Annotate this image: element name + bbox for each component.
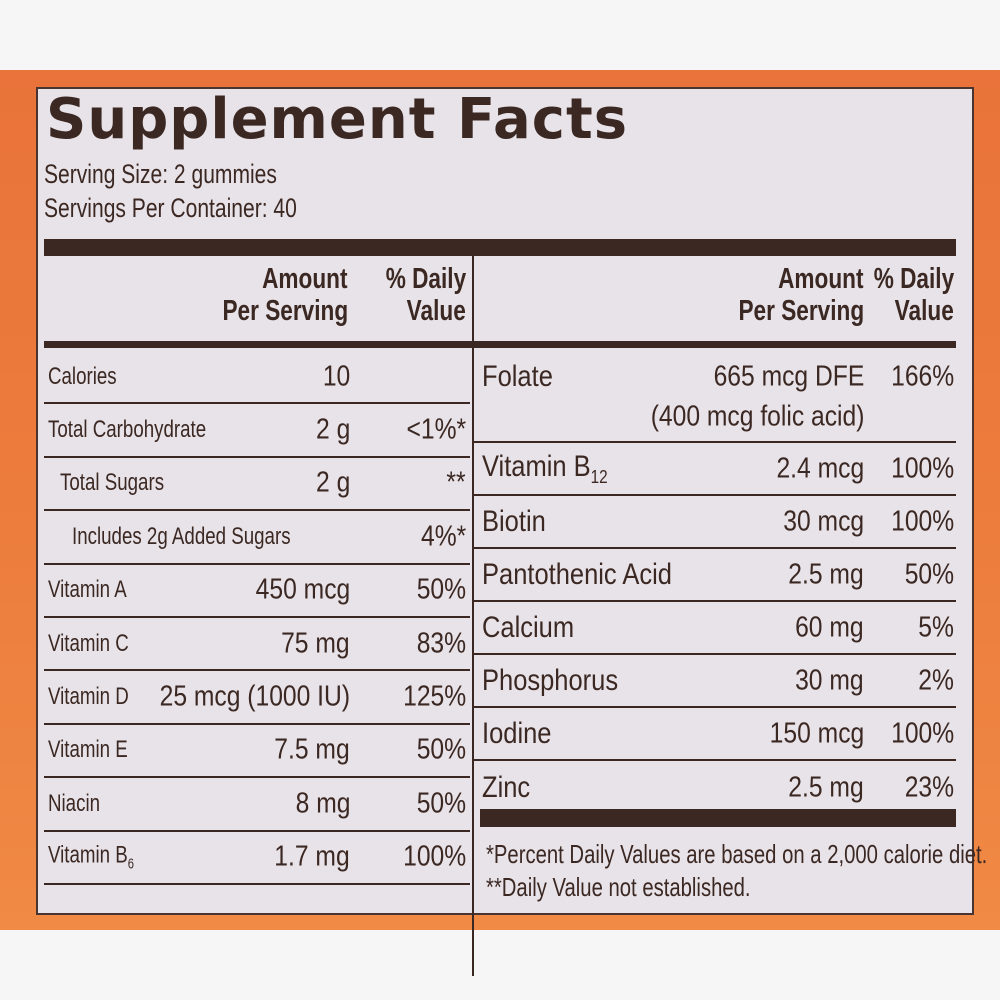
nutrient-daily-value: 100% [890, 717, 954, 749]
nutrient-name: Pantothenic Acid [482, 557, 672, 591]
subscript: 12 [590, 466, 608, 487]
nutrient-daily-value: 5% [918, 611, 954, 643]
nutrient-amount: 2.5 mg [788, 558, 864, 590]
footnote-text: **Daily Value not established. [486, 872, 751, 902]
nutrient-amount-detail: (400 mcg folic acid) [650, 400, 864, 433]
nutrient-amount: 2 g [315, 466, 350, 499]
nutrient-daily-value: 50% [416, 573, 466, 606]
nutrient-row: Pantothenic Acid 2.5 mg 50% [474, 549, 956, 602]
nutrient-row: Phosphorus 30 mg 2% [474, 655, 956, 708]
right-dv-header: % Daily Value [851, 263, 954, 327]
nutrient-row: Calcium 60 mg 5% [474, 602, 956, 655]
header-text: % Daily [385, 263, 466, 295]
nutrient-daily-value: 125% [402, 680, 466, 713]
nutrient-amount: 1.7 mg [274, 840, 350, 873]
nutrient-amount: 2.4 mcg [776, 452, 864, 484]
nutrient-daily-value: 83% [416, 627, 466, 660]
nutrient-amount: 150 mcg [769, 717, 864, 749]
nutrient-daily-value: 100% [890, 505, 954, 537]
nutrient-daily-value: 50% [416, 733, 466, 766]
serving-size-text: Serving Size: 2 gummies [44, 159, 277, 189]
nutrient-row: Total Carbohydrate 2 g <1%* [44, 404, 470, 458]
nutrient-row: Vitamin D 25 mcg (1000 IU) 125% [44, 671, 470, 725]
header-text: % Daily [873, 263, 954, 295]
nutrient-daily-value: 100% [890, 452, 954, 484]
nutrient-row: Includes 2g Added Sugars 4%* [44, 511, 470, 565]
servings-per-container: Servings Per Container: 40 [44, 193, 368, 224]
nutrient-daily-value: 50% [416, 787, 466, 820]
column-divider [472, 256, 474, 976]
footnote-divider [480, 809, 956, 827]
nutrient-name: Vitamin C [48, 629, 129, 657]
servings-per-container-text: Servings Per Container: 40 [44, 193, 297, 223]
nutrient-row: Vitamin E 7.5 mg 50% [44, 725, 470, 779]
nutrient-amount: 60 mg [795, 611, 864, 643]
panel-title: Supplement Facts [46, 87, 629, 152]
nutrient-row: Zinc 2.5 mg 23% [474, 761, 956, 814]
nutrient-name: Vitamin B12 [482, 449, 608, 487]
nutrient-name: Iodine [482, 716, 552, 750]
nutrient-name: Phosphorus [482, 663, 619, 697]
nutrient-row: Folate 665 mcg DFE 166% (400 mcg folic acid… [474, 351, 956, 443]
header-text: Value [894, 295, 954, 327]
nutrient-name: Includes 2g Added Sugars [72, 522, 291, 550]
nutrient-daily-value: 50% [904, 558, 954, 590]
footnote-1: *Percent Daily Values are based on a 2,0… [486, 839, 1000, 870]
nutrient-daily-value: 23% [904, 771, 954, 803]
nutrient-row: Total Sugars 2 g ** [44, 458, 470, 512]
nutrient-daily-value: 2% [918, 664, 954, 696]
nutrient-row: Vitamin B12 2.4 mcg 100% [474, 443, 956, 496]
nutrient-name: Total Carbohydrate [48, 416, 207, 444]
nutrient-row: Biotin 30 mcg 100% [474, 496, 956, 549]
thick-divider [44, 239, 956, 256]
left-amount-header: Amount Per Serving [187, 263, 348, 327]
nutrient-amount: 2 g [315, 413, 350, 446]
nutrient-row: Iodine 150 mcg 100% [474, 708, 956, 761]
footnote-2: **Daily Value not established. [486, 872, 825, 903]
nutrient-name: Niacin [48, 789, 101, 817]
subscript: 6 [127, 856, 135, 873]
nutrient-name: Biotin [482, 504, 546, 538]
header-text: Per Serving [738, 295, 864, 327]
nutrient-amount: 10 [322, 360, 350, 393]
nutrient-daily-value: 4%* [420, 520, 466, 553]
footnote-text: *Percent Daily Values are based on a 2,0… [486, 839, 988, 869]
nutrient-amount: 30 mcg [783, 505, 864, 537]
nutrient-row: Niacin 8 mg 50% [44, 778, 470, 832]
nutrient-row: Vitamin C 75 mg 83% [44, 618, 470, 672]
nutrient-name: Calcium [482, 610, 575, 644]
nutrient-row: Calories 10 [44, 351, 470, 405]
nutrient-row: Vitamin B6 1.7 mg 100% [44, 832, 470, 885]
supplement-facts-panel: Supplement Facts Serving Size: 2 gummies… [36, 87, 987, 976]
nutrient-daily-value: ** [446, 466, 466, 499]
right-amount-header: Amount Per Serving [703, 263, 864, 327]
header-divider [44, 341, 956, 348]
nutrient-amount: 665 mcg DFE [713, 360, 864, 393]
nutrient-amount: 8 mg [295, 787, 350, 820]
header-text: Per Serving [222, 295, 348, 327]
nutrient-amount: 2.5 mg [788, 771, 864, 803]
nutrient-name: Vitamin E [48, 736, 128, 764]
left-dv-header: % Daily Value [363, 263, 466, 327]
nutrient-amount: 75 mg [281, 627, 350, 660]
nutrient-amount: 450 mcg [255, 573, 350, 606]
nutrient-name: Vitamin A [48, 576, 127, 604]
nutrient-amount: 30 mg [795, 664, 864, 696]
nutrient-name: Folate [482, 360, 553, 393]
nutrient-name: Vitamin B6 [48, 841, 135, 873]
nutrient-daily-value: 166% [890, 360, 954, 393]
nutrient-row: Vitamin A 450 mcg 50% [44, 565, 470, 618]
nutrient-name: Vitamin D [48, 683, 129, 711]
header-text: Amount [778, 263, 864, 295]
nutrient-daily-value: 100% [402, 840, 466, 873]
nutrient-name: Zinc [482, 770, 531, 804]
nutrient-name: Calories [48, 362, 117, 390]
serving-size: Serving Size: 2 gummies [44, 159, 343, 190]
header-text: Value [406, 295, 466, 327]
nutrient-name: Total Sugars [60, 469, 165, 497]
nutrient-daily-value: <1%* [406, 413, 466, 446]
nutrient-amount: 25 mcg (1000 IU) [159, 680, 350, 713]
header-text: Amount [262, 263, 348, 295]
nutrient-amount: 7.5 mg [274, 733, 350, 766]
